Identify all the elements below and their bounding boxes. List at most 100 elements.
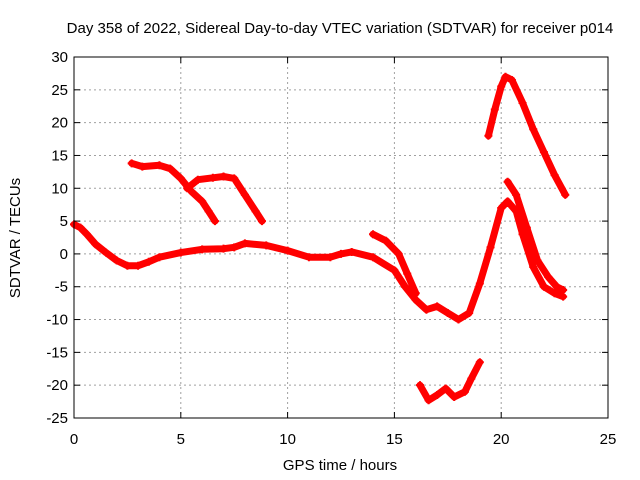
series-main-track-point-32 [497,203,506,212]
y-axis-label: SDTVAR / TECUs [7,178,24,298]
series-main-track-point-11 [198,245,207,254]
chart-title: Day 358 of 2022, Sidereal Day-to-day VTE… [67,20,614,37]
series-main-track-point-5 [112,256,121,265]
x-axis-label: GPS time / hours [283,457,397,474]
series-lower-right-dip-point-5 [460,387,469,396]
series-main-track-point-6 [123,261,132,270]
series-upper-left-arc-point-8 [210,217,219,226]
tick-layer: 0 5 10 15 20 25 -25 -20 -15 -10 -5 0 5 10 15 20 25 30 [46,49,616,448]
y-tick-label-11: 30 [51,49,68,66]
series-lower-right-dip-point-3 [441,384,450,393]
series-main-track-point-37 [539,282,548,291]
series-middle-bump-point-4 [230,174,239,183]
series-lower-right-dip-point-4 [450,392,459,401]
series-late-secondary-point-3 [403,269,412,278]
y-tick-label-5: 0 [60,246,68,263]
series-post-peak-branch-point-1 [512,190,521,199]
series-post-peak-branch-point-3 [533,256,542,265]
y-tick-label-8: 15 [51,147,68,164]
y-tick-label-9: 20 [51,115,68,132]
y-tick-label-7: 10 [51,180,68,197]
y-tick-label-0: -25 [46,410,68,427]
series-upper-right-peak-point-4 [507,75,516,84]
series-upper-right-peak-point-2 [497,82,506,91]
y-tick-label-4: -5 [55,279,68,296]
series-lower-right-dip-point-2 [433,391,442,400]
y-tick-label-2: -15 [46,344,68,361]
series-main-track-point-12 [219,244,228,253]
series-upper-right-peak-point-9 [561,190,570,199]
series-middle-bump-point-1 [193,175,202,184]
series-late-secondary-point-2 [394,249,403,258]
series-upper-right-peak-point-0 [484,131,493,140]
series-main-track-point-33 [503,197,512,206]
series-main-track-point-29 [465,308,474,317]
series-main-track-point-19 [337,249,345,258]
series-upper-left-arc-point-6 [198,197,207,206]
x-tick-label-1: 5 [177,431,185,448]
series-post-peak-branch-point-5 [552,282,561,291]
y-tick-label-1: -20 [46,377,68,394]
series-post-peak-branch-point-6 [559,286,568,295]
x-tick-label-3: 15 [386,431,403,448]
plot-frame [73,56,609,419]
series-middle-bump-point-7 [257,217,266,226]
series-main-track-point-18 [326,253,335,262]
series-main-track-point-15 [262,241,271,250]
series-post-peak-branch-point-2 [522,223,531,232]
series-main-track-point-1 [76,223,85,232]
series-main-track-point-2 [82,230,91,239]
series-main-track-point-23 [401,282,410,291]
x-tick-label-4: 20 [493,431,510,448]
series-main-track-point-9 [155,253,164,262]
series-main-track-band [70,197,567,323]
series-main-track-point-36 [529,263,538,272]
series-main-track-point-38 [550,289,559,298]
series-upper-left-arc-point-1 [138,162,147,171]
series-upper-right-peak-point-1 [490,105,499,114]
series-upper-left-arc-point-0 [127,159,136,168]
series-main-track-point-8 [144,257,153,266]
series-main-track-point-17 [304,253,313,262]
grid-layer [74,57,608,418]
x-tick-label-5: 25 [600,431,617,448]
series-lower-right-dip-point-0 [416,381,425,390]
series-main-track-point-4 [102,248,111,257]
series-upper-right-peak-point-5 [518,98,527,107]
x-tick-label-2: 10 [279,431,296,448]
series-main-track-point-20 [347,247,356,256]
series-main-track-point-26 [433,302,442,311]
series-main-track-point-28 [454,315,463,324]
series-upper-right-peak-point-8 [550,171,559,180]
y-tick-label-6: 5 [60,213,68,230]
x-tick-label-0: 0 [70,431,78,448]
series-middle-bump-point-0 [183,184,192,193]
series-main-track-point-27 [443,308,452,317]
series-middle-bump-point-3 [219,172,228,181]
series-middle-bump-point-6 [251,207,260,216]
series-main-track-point-21 [369,253,378,262]
series-main-track-point-7 [134,261,143,270]
series-upper-left-arc-point-3 [166,164,175,173]
series-upper-right-peak-point-3 [501,72,510,81]
series-main-track-point-30 [475,279,484,288]
series-middle-bump-point-2 [208,173,217,182]
series-main-track-point-13 [230,243,239,252]
y-tick-label-3: -10 [46,312,68,329]
series-post-peak-branch-point-4 [544,272,553,281]
series-upper-right-peak-band [484,73,569,199]
series-late-secondary-point-0 [369,230,378,239]
y-tick-label-10: 25 [51,82,68,99]
series-main-track-point-10 [176,248,185,257]
series-main-track-point-14 [240,239,249,248]
series-main-track-point-35 [518,230,527,239]
series-upper-left-arc-point-2 [155,161,164,170]
series-main-track-point-16 [283,246,292,255]
series-late-secondary-point-4 [411,289,420,298]
series-upper-left-arc-point-7 [204,207,213,216]
series-main-track-point-3 [91,240,100,249]
series-lower-right-dip-point-6 [467,374,476,383]
series-lower-right-dip-point-1 [424,396,433,405]
series-layer [70,72,570,405]
